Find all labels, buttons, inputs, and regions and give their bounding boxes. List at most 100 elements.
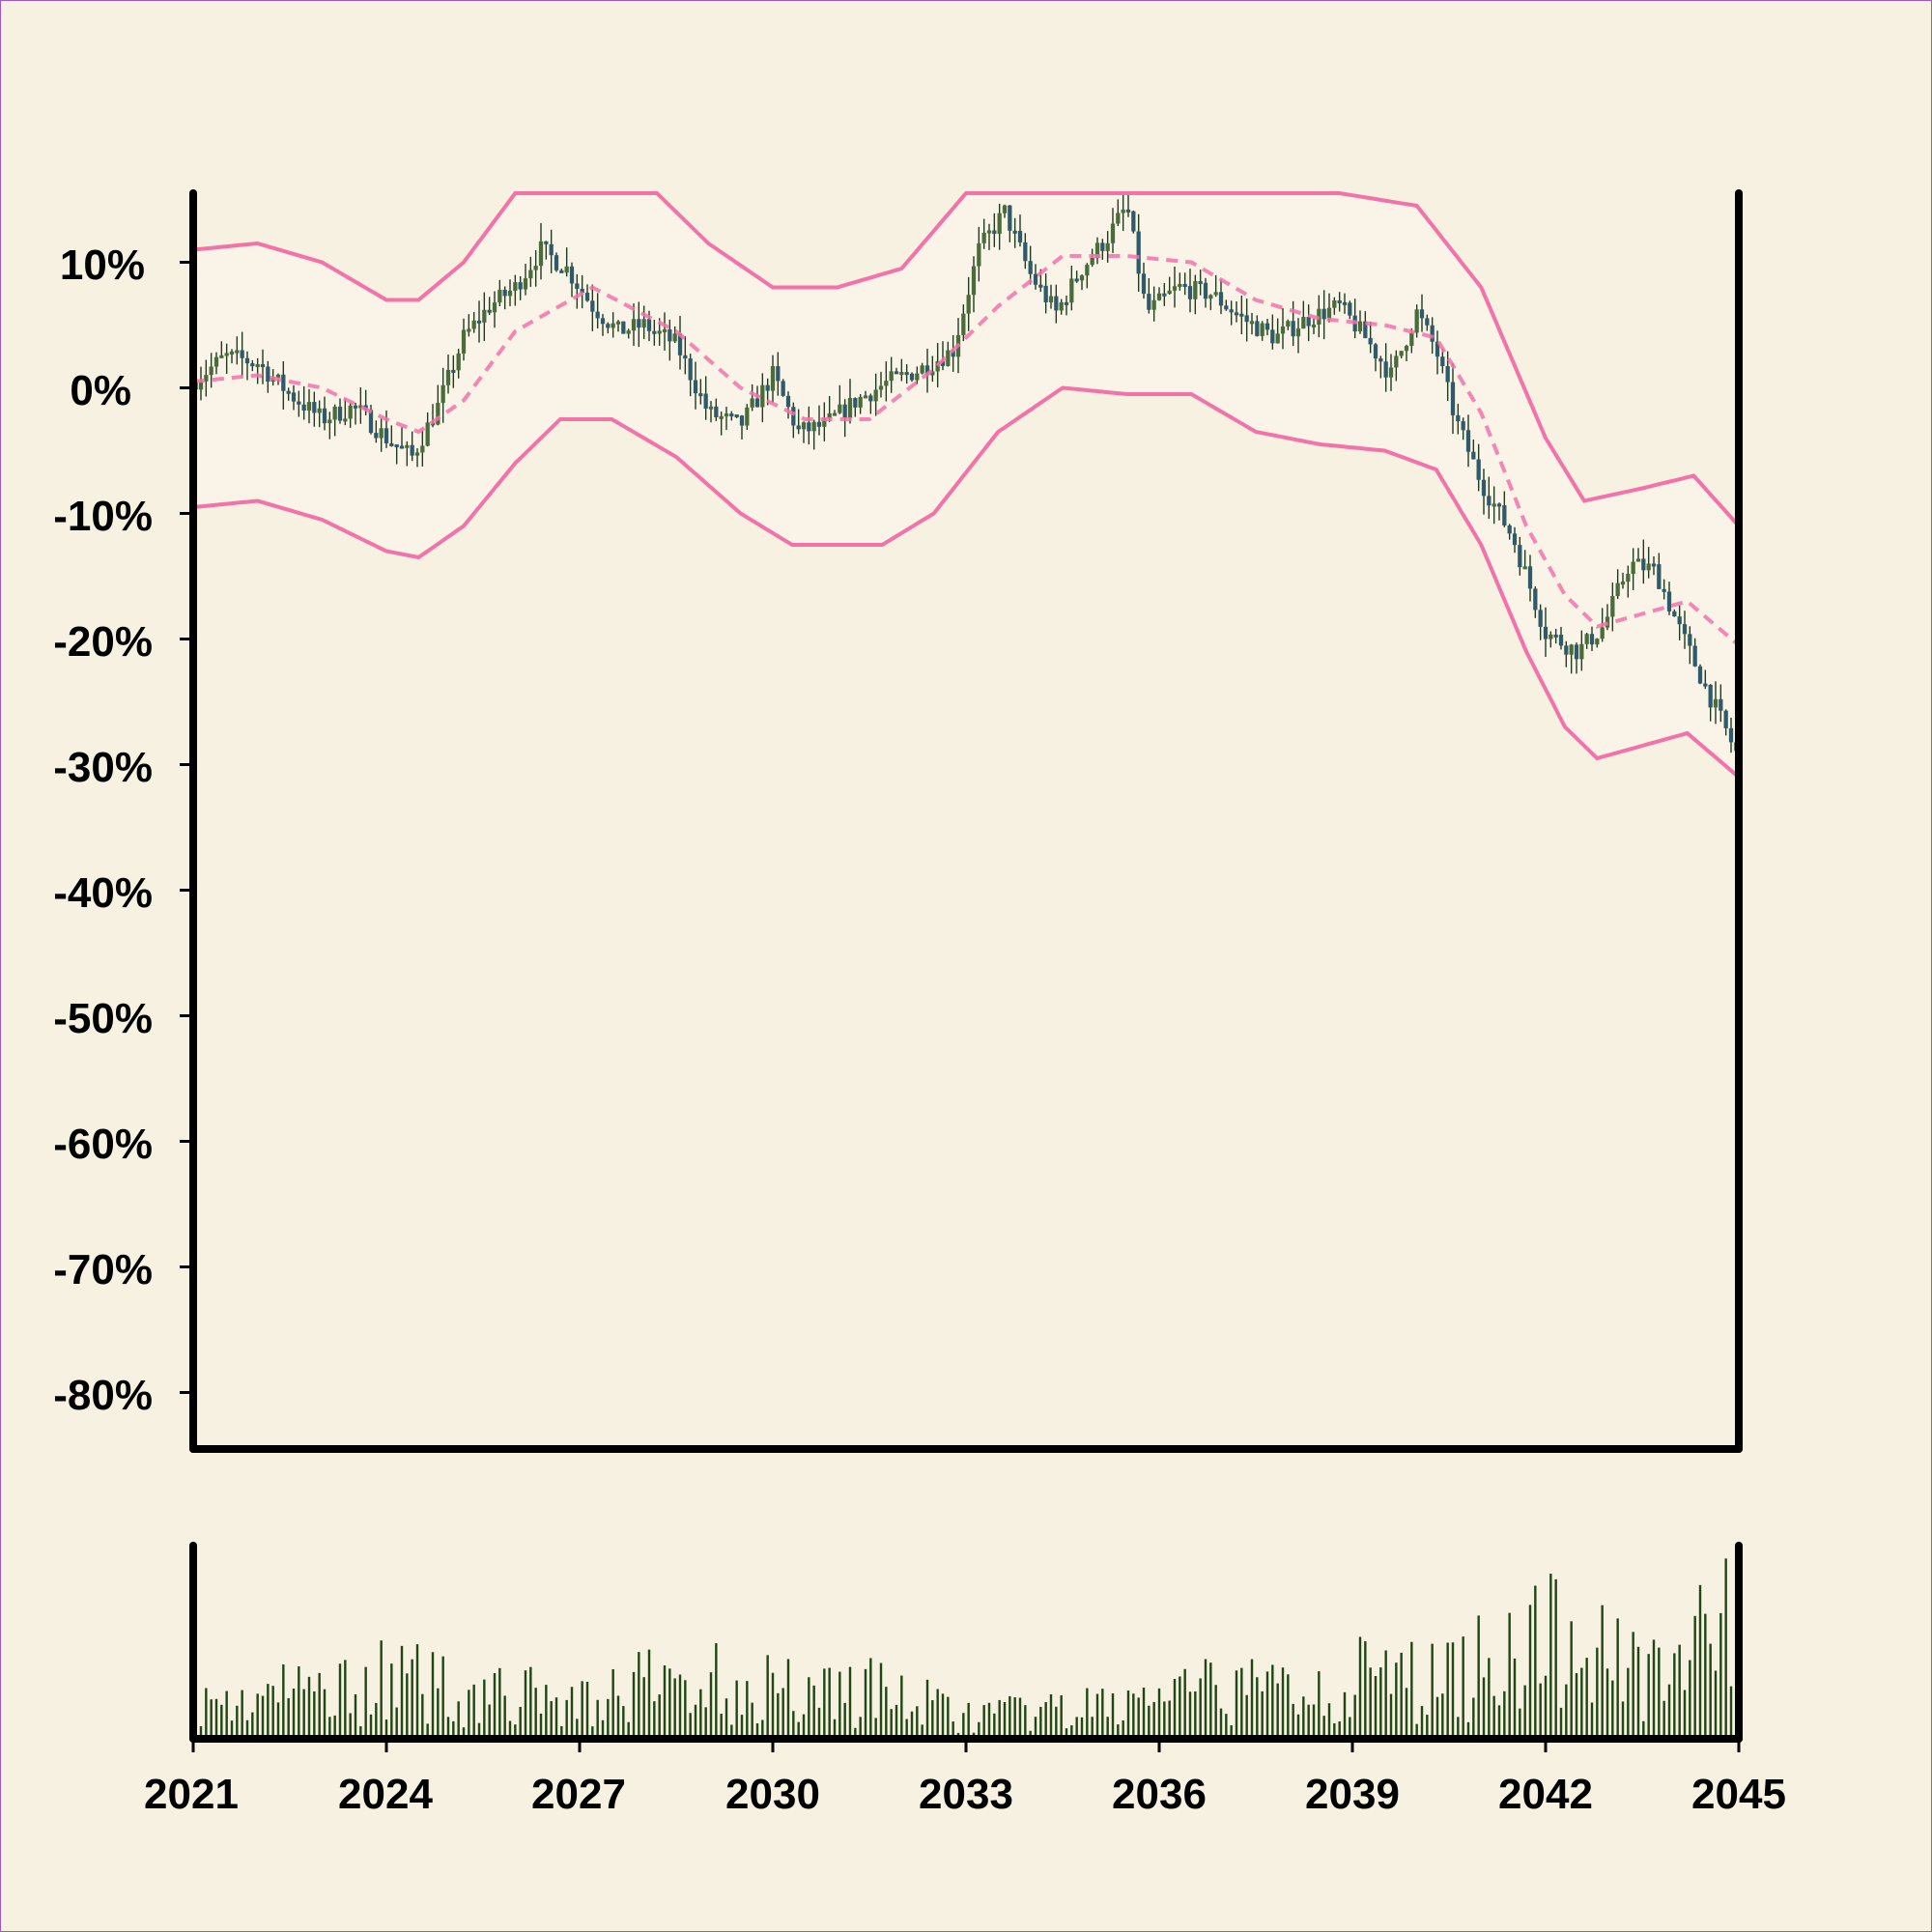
volume-bar — [1658, 1647, 1661, 1739]
candle-body — [765, 384, 770, 391]
volume-bar — [1358, 1636, 1362, 1739]
candle-body — [332, 406, 337, 420]
volume-bar — [1709, 1643, 1712, 1739]
volume-bar — [1122, 1719, 1124, 1739]
candle-body — [1239, 313, 1244, 317]
volume-bar — [895, 1704, 898, 1739]
candle-body — [807, 422, 811, 432]
volume-bar — [967, 1702, 970, 1739]
candle-body — [621, 321, 626, 334]
volume-bar — [441, 1656, 444, 1739]
candle-body — [1147, 294, 1151, 310]
x-tick-label: 2027 — [531, 1771, 626, 1818]
volume-bar — [699, 1689, 702, 1739]
volume-bar — [1230, 1724, 1233, 1739]
volume-bar — [1240, 1667, 1243, 1739]
volume-bar — [1070, 1725, 1073, 1739]
candle-body — [977, 242, 981, 267]
volume-bar — [616, 1695, 620, 1739]
candle-body — [1487, 496, 1492, 506]
candle-body — [1465, 430, 1471, 452]
volume-bar — [1086, 1688, 1089, 1739]
candle-body — [544, 241, 549, 244]
candle-body — [410, 444, 414, 456]
candle-body — [1301, 317, 1306, 329]
candle-body — [1100, 242, 1105, 251]
volume-bar — [848, 1666, 852, 1739]
candle-body — [1461, 421, 1465, 431]
candle-body — [374, 433, 379, 439]
candle-body — [858, 396, 863, 408]
volume-bar — [874, 1718, 877, 1739]
volume-bar — [1415, 1723, 1418, 1739]
candle-body — [266, 366, 270, 383]
volume-bar — [1693, 1615, 1696, 1739]
x-tick-label: 2021 — [144, 1771, 239, 1818]
volume-bar — [941, 1693, 945, 1739]
volume-bar — [1689, 1660, 1691, 1739]
candle-body — [754, 398, 760, 408]
candle-body — [1543, 626, 1548, 639]
candle-body — [1620, 582, 1626, 585]
candle-body — [1234, 312, 1239, 316]
candle-body — [637, 319, 641, 328]
volume-bar — [1585, 1658, 1588, 1739]
candle-body — [1445, 365, 1450, 383]
candle-body — [1208, 295, 1213, 299]
candle-body — [1456, 414, 1461, 422]
candle-body — [1069, 278, 1074, 303]
candle-body — [1507, 525, 1512, 534]
candle-body — [312, 402, 317, 413]
volume-bar — [236, 1705, 239, 1739]
volume-bar — [1312, 1704, 1316, 1739]
volume-bar — [1632, 1632, 1634, 1739]
volume-bar — [1188, 1691, 1192, 1739]
volume-bar — [251, 1712, 254, 1739]
volume-bar — [1142, 1688, 1146, 1739]
candle-body — [600, 318, 606, 325]
x-tick-labels: 2021 2024 2027 2030 2033 2036 2039 2042 … — [144, 1771, 1786, 1818]
candle-body — [951, 350, 955, 357]
candle-body — [502, 289, 507, 297]
candle-body — [904, 372, 909, 376]
volume-bar — [854, 1727, 857, 1739]
volume-bar — [1441, 1693, 1444, 1739]
volume-bar — [1503, 1690, 1506, 1739]
volume-bar — [761, 1719, 764, 1739]
volume-bar — [524, 1670, 527, 1739]
candle-body — [533, 266, 538, 270]
volume-bar — [415, 1644, 419, 1739]
volume-bar — [1698, 1584, 1702, 1739]
candle-body — [564, 266, 569, 273]
volume-bar — [715, 1643, 718, 1739]
volume-bar — [987, 1702, 991, 1739]
volume-bar — [1435, 1696, 1439, 1739]
candle-body — [1672, 611, 1677, 617]
candle-body — [986, 230, 992, 234]
volume-bar — [1492, 1695, 1495, 1739]
volume-bar — [720, 1714, 723, 1739]
x-tick-label: 2030 — [725, 1771, 820, 1818]
volume-bar — [1714, 1670, 1718, 1739]
candle-body — [708, 406, 714, 410]
volume-bar — [1209, 1662, 1212, 1739]
volume-bar — [477, 1722, 481, 1739]
y-tick-label: -70% — [53, 1246, 153, 1293]
volume-bar — [1497, 1705, 1501, 1739]
candle-body — [518, 282, 523, 290]
candle-body — [275, 374, 281, 378]
candle-body — [1419, 309, 1425, 319]
candle-body — [1270, 329, 1275, 344]
volume-bar — [978, 1721, 980, 1739]
candle-body — [353, 405, 358, 409]
candle-body — [420, 445, 425, 453]
candle-body — [337, 406, 343, 421]
candle-body — [291, 392, 297, 402]
candle-body — [688, 358, 693, 381]
candle-body — [971, 266, 977, 296]
volume-layer — [194, 1558, 1738, 1739]
volume-bar — [828, 1667, 831, 1739]
volume-bar — [1044, 1701, 1047, 1739]
volume-bar — [220, 1704, 223, 1739]
volume-bar — [328, 1717, 331, 1739]
